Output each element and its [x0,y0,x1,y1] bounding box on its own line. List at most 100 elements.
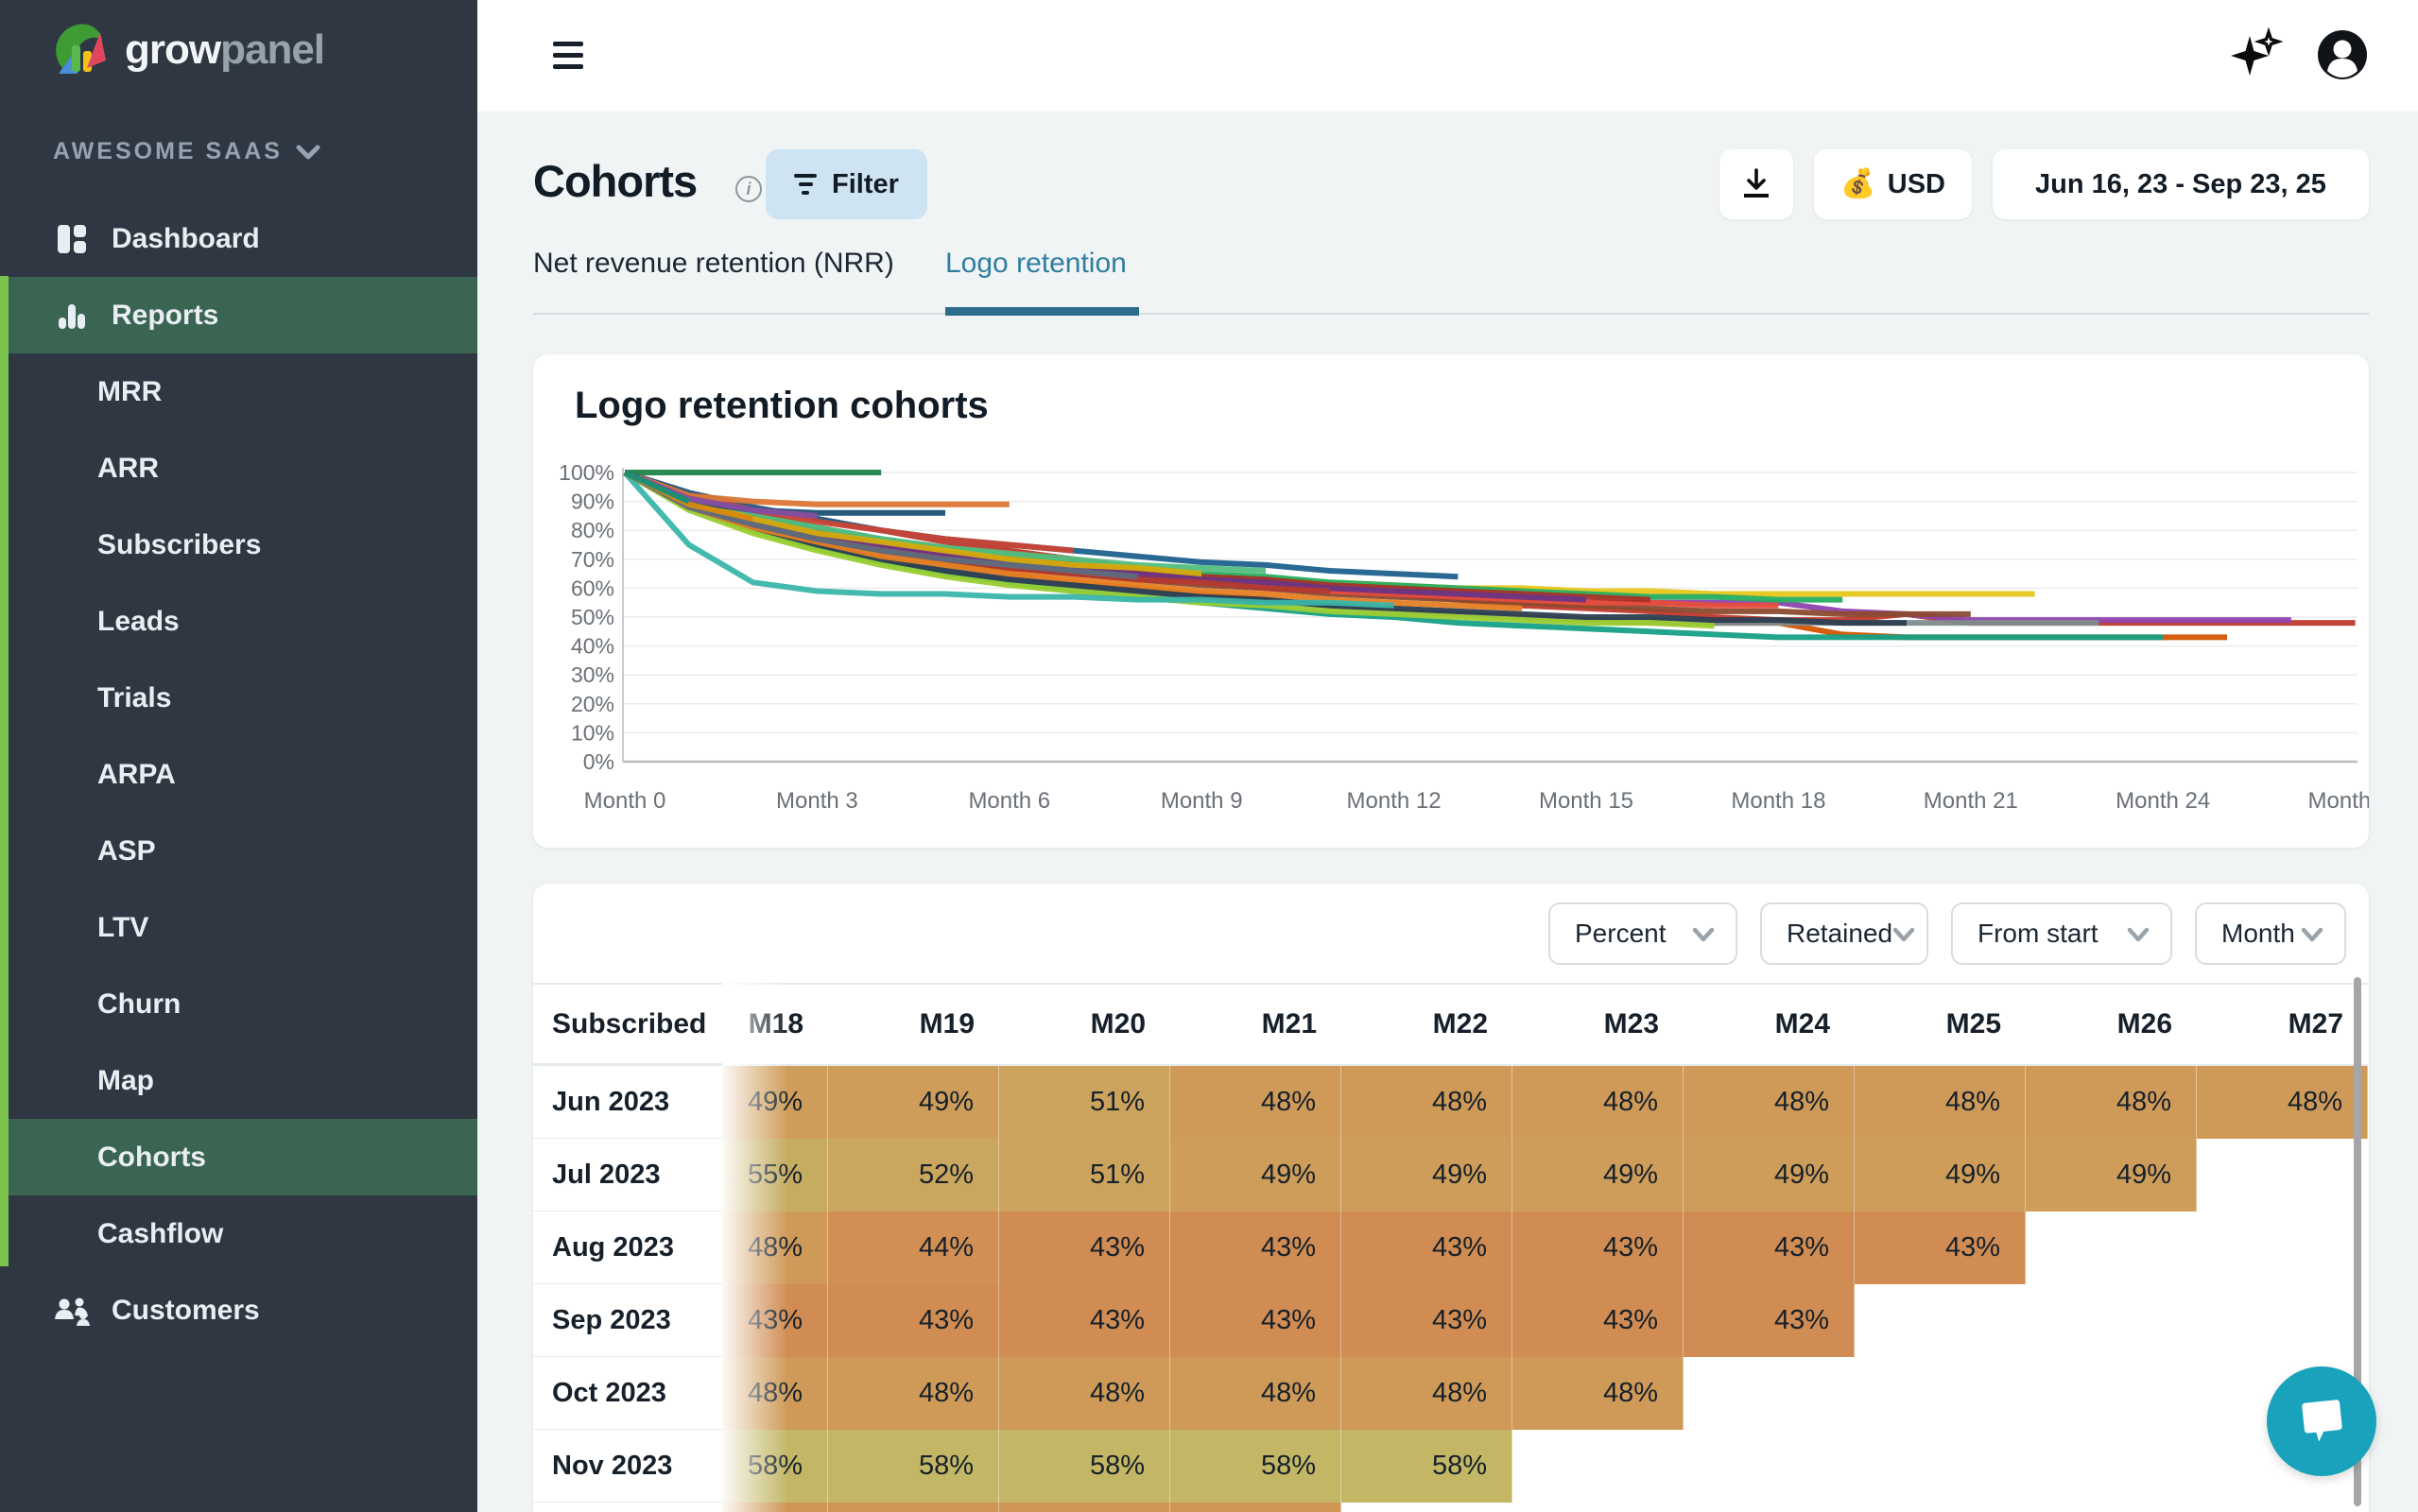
sidebar-item-ltv[interactable]: LTV [0,889,477,966]
empty-cell [1684,1357,1855,1430]
svg-text:Month 21: Month 21 [1924,788,2018,814]
retention-cell[interactable]: 43% [1512,1211,1684,1284]
download-button[interactable] [1719,149,1794,219]
sidebar-item-customers[interactable]: Customers [0,1272,477,1349]
retention-cell[interactable]: 43% [1341,1284,1512,1357]
dropdown-from-start[interactable]: From start [1951,902,2172,965]
retention-cell[interactable]: 43% [1170,1211,1341,1284]
retention-cell[interactable]: 49% [2026,1139,2197,1211]
retention-cell[interactable]: 55% [722,1139,828,1211]
sidebar-item-dashboard[interactable]: Dashboard [0,200,477,277]
dropdown-month[interactable]: Month [2195,902,2346,965]
sidebar-item-trials[interactable]: Trials [0,660,477,736]
sidebar-item-leads[interactable]: Leads [0,583,477,660]
moneybag-icon: 💰 [1840,168,1876,199]
retention-cell[interactable]: 43% [999,1284,1170,1357]
retention-cell[interactable]: 48% [1512,1357,1684,1430]
hamburger-menu-icon[interactable] [553,42,583,76]
retention-cell[interactable]: 48% [2026,1066,2197,1139]
retention-cell[interactable]: 51% [999,1066,1170,1139]
svg-text:50%: 50% [571,605,614,629]
retention-cell[interactable]: 48% [1170,1066,1341,1139]
retention-cell[interactable]: 43% [1341,1211,1512,1284]
retention-cell[interactable]: 48% [1512,1066,1684,1139]
retention-cell[interactable]: 43% [1170,1284,1341,1357]
retention-cell[interactable]: 49% [1512,1139,1684,1211]
growpanel-logo-icon [56,24,106,74]
cohort-label [533,1503,722,1512]
retention-cell[interactable]: 49% [1855,1139,2026,1211]
retention-cell[interactable]: 49% [1341,1139,1512,1211]
sidebar-item-mrr[interactable]: MRR [0,353,477,430]
user-avatar[interactable] [2316,28,2369,81]
cohort-label: Jun 2023 [533,1066,722,1139]
chevron-down-icon [1692,919,1715,949]
workspace-selector[interactable]: AWESOME SAAS [53,138,320,165]
tab-net-revenue-retention[interactable]: Net revenue retention (NRR) [533,248,894,279]
retention-cell[interactable]: 48% [1170,1357,1341,1430]
retention-cell[interactable]: 48% [1341,1066,1512,1139]
currency-button[interactable]: 💰 USD [1814,149,1972,219]
filter-button[interactable]: Filter [766,149,927,219]
retention-cell[interactable]: 48% [999,1357,1170,1430]
retention-cell[interactable]: 43% [999,1211,1170,1284]
retention-cell[interactable]: 43% [722,1284,828,1357]
sidebar-item-arr[interactable]: ARR [0,430,477,507]
retention-cell[interactable]: 52% [828,1139,999,1211]
tab-logo-retention[interactable]: Logo retention [945,248,1127,279]
retention-cell[interactable]: 48% [722,1357,828,1430]
table-vertical-scrollbar[interactable] [2354,977,2361,1506]
retention-cell[interactable]: 48% [828,1357,999,1430]
sidebar-item-reports[interactable]: Reports [0,277,477,353]
table-row: Nov 2023 58% 58% 58% 58% 58% [533,1430,2368,1503]
retention-cell[interactable]: 43% [1512,1284,1684,1357]
sidebar-item-label: Subscribers [97,528,262,560]
date-range-button[interactable]: Jun 16, 23 - Sep 23, 25 [1993,149,2369,219]
sidebar-item-map[interactable]: Map [0,1042,477,1119]
retention-cell[interactable]: 58% [722,1430,828,1503]
retention-cell[interactable]: 44% [828,1211,999,1284]
retention-cell [999,1503,1170,1512]
sidebar-item-label: Dashboard [112,222,260,254]
sidebar-item-asp[interactable]: ASP [0,813,477,889]
svg-text:100%: 100% [559,460,614,485]
app-logo[interactable]: growpanel [49,19,325,81]
retention-cell[interactable]: 43% [1855,1211,2026,1284]
retention-cell[interactable]: 48% [722,1211,828,1284]
info-icon[interactable]: i [735,176,762,202]
dropdown-retained[interactable]: Retained [1760,902,1928,965]
retention-cell[interactable]: 48% [2197,1066,2368,1139]
retention-cell[interactable]: 58% [999,1430,1170,1503]
empty-cell [2197,1211,2368,1284]
sidebar-item-cashflow[interactable]: Cashflow [0,1195,477,1272]
retention-cell[interactable]: 49% [1170,1139,1341,1211]
sidebar-item-churn[interactable]: Churn [0,966,477,1042]
retention-cell[interactable]: 43% [1684,1211,1855,1284]
sidebar-item-cohorts[interactable]: Cohorts [0,1119,477,1195]
retention-cell[interactable]: 43% [828,1284,999,1357]
retention-cell[interactable]: 58% [1341,1430,1512,1503]
ai-sparkle-icon[interactable] [2227,26,2286,85]
tabs-divider [533,313,2369,315]
retention-cell[interactable]: 49% [828,1066,999,1139]
sidebar-item-label: ARR [97,452,159,484]
filter-icon [794,174,817,195]
retention-cell[interactable]: 49% [722,1066,828,1139]
retention-cell[interactable]: 43% [1684,1284,1855,1357]
table-header-row: Subscribed M18 M19 M20 M21 M22 M23 M24 M25 M26 M27 [533,983,2368,1066]
retention-cell[interactable]: 48% [1684,1066,1855,1139]
retention-cell[interactable]: 48% [1855,1066,2026,1139]
retention-cell[interactable]: 58% [828,1430,999,1503]
table-controls: Percent Retained From start Month [1548,902,2346,965]
retention-cell[interactable]: 58% [1170,1430,1341,1503]
retention-cell[interactable]: 48% [1341,1357,1512,1430]
sidebar-item-subscribers[interactable]: Subscribers [0,507,477,583]
chat-widget-button[interactable] [2267,1366,2376,1476]
dropdown-value: Percent [1575,919,1667,948]
retention-cell[interactable]: 49% [1684,1139,1855,1211]
sidebar-item-arpa[interactable]: ARPA [0,736,477,813]
chat-bubble-icon [2302,1400,2342,1442]
cohort-label: Jul 2023 [533,1139,722,1211]
dropdown-percent[interactable]: Percent [1548,902,1737,965]
retention-cell[interactable]: 51% [999,1139,1170,1211]
